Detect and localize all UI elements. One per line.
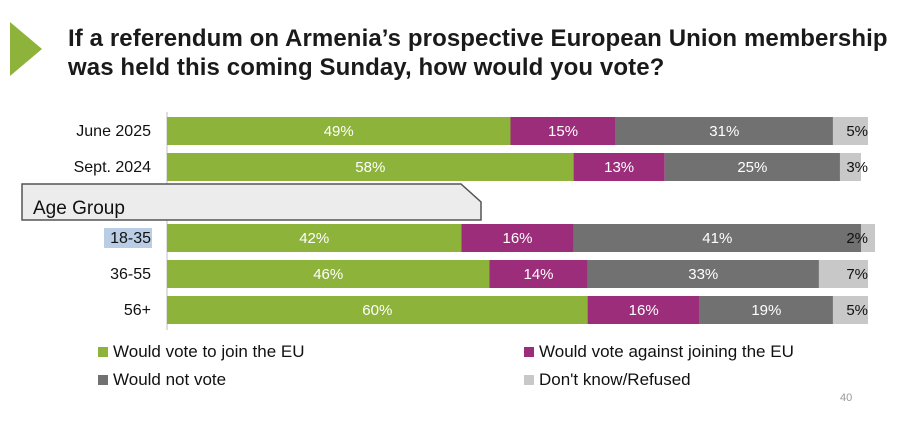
category-label-18-35: 18-35 [110, 230, 151, 247]
data-label-would-not-vote-18-35: 41% [702, 230, 732, 247]
category-highlight-18-35 [104, 228, 152, 248]
data-label-would-not-vote-sept-2024: 25% [737, 159, 767, 176]
data-label-would-vote-against-joining-the-eu-18-35: 16% [502, 230, 532, 247]
legend-label-dont-know: Don't know/Refused [539, 370, 691, 389]
bar-don-t-know-refused-june-2025 [832, 117, 868, 145]
bar-don-t-know-refused-56 [832, 296, 868, 324]
bar-would-vote-against-joining-the-eu-36-55 [489, 260, 588, 288]
bar-would-not-vote-56 [699, 296, 833, 324]
slide-arrow-icon [10, 22, 42, 76]
bar-would-vote-to-join-the-eu-june-2025 [167, 117, 511, 145]
chart-title: If a referendum on Armenia’s prospective… [68, 25, 888, 81]
bar-would-not-vote-36-55 [587, 260, 819, 288]
data-label-don-t-know-refused-sept-2024: 3% [846, 159, 868, 176]
legend-swatch-dont-know [524, 375, 534, 385]
data-label-don-t-know-refused-june-2025: 5% [846, 123, 868, 140]
bar-would-not-vote-june-2025 [615, 117, 833, 145]
legend: Would vote to join the EU Would vote aga… [98, 342, 878, 392]
category-label-56: 56+ [124, 302, 151, 319]
category-label-sept-2024: Sept. 2024 [74, 159, 152, 176]
data-label-would-not-vote-june-2025: 31% [709, 123, 739, 140]
bar-would-vote-against-joining-the-eu-june-2025 [510, 117, 616, 145]
bar-would-not-vote-sept-2024 [664, 153, 840, 181]
data-label-would-vote-to-join-the-eu-sept-2024: 58% [355, 159, 385, 176]
stacked-bar-chart: Age Group June 2025 49% 15% 31% 5% Sept. 2024 5… [21, 112, 876, 330]
data-label-would-vote-to-join-the-eu-36-55: 46% [313, 266, 343, 283]
bar-would-vote-to-join-the-eu-sept-2024 [167, 153, 574, 181]
legend-label-join: Would vote to join the EU [113, 342, 305, 361]
data-label-would-not-vote-56: 19% [751, 302, 781, 319]
legend-label-not-vote: Would not vote [113, 370, 227, 389]
legend-label-against: Would vote against joining the EU [539, 342, 794, 361]
bar-would-vote-against-joining-the-eu-sept-2024 [573, 153, 665, 181]
legend-swatch-join [98, 347, 108, 357]
bar-would-vote-to-join-the-eu-18-35 [167, 224, 462, 252]
data-label-don-t-know-refused-56: 5% [846, 302, 868, 319]
legend-item-not-vote: Would not vote [98, 370, 226, 390]
data-label-would-vote-against-joining-the-eu-36-55: 14% [524, 266, 554, 283]
legend-item-against: Would vote against joining the EU [524, 342, 794, 362]
category-label-june-2025: June 2025 [76, 123, 151, 140]
data-label-would-vote-against-joining-the-eu-june-2025: 15% [548, 123, 578, 140]
bar-would-not-vote-18-35 [573, 224, 861, 252]
data-label-would-vote-to-join-the-eu-18-35: 42% [299, 230, 329, 247]
bar-would-vote-against-joining-the-eu-18-35 [461, 224, 574, 252]
data-label-don-t-know-refused-36-55: 7% [846, 266, 868, 283]
page-number: 40 [840, 392, 853, 404]
data-label-would-vote-to-join-the-eu-june-2025: 49% [324, 123, 354, 140]
bar-would-vote-to-join-the-eu-36-55 [167, 260, 490, 288]
legend-swatch-not-vote [98, 375, 108, 385]
group-header-label: Age Group [33, 198, 125, 219]
bar-would-vote-to-join-the-eu-56 [167, 296, 588, 324]
bar-would-vote-against-joining-the-eu-56 [587, 296, 700, 324]
bar-don-t-know-refused-sept-2024 [839, 153, 861, 181]
group-header-tab [21, 183, 482, 221]
bar-don-t-know-refused-18-35 [860, 224, 876, 252]
data-label-would-vote-against-joining-the-eu-56: 16% [629, 302, 659, 319]
data-label-don-t-know-refused-18-35: 2% [846, 230, 868, 247]
category-label-36-55: 36-55 [110, 266, 151, 283]
legend-item-join: Would vote to join the EU [98, 342, 305, 362]
legend-swatch-against [524, 347, 534, 357]
bar-don-t-know-refused-36-55 [818, 260, 868, 288]
legend-item-dont-know: Don't know/Refused [524, 370, 691, 390]
data-label-would-vote-against-joining-the-eu-sept-2024: 13% [604, 159, 634, 176]
data-label-would-vote-to-join-the-eu-56: 60% [362, 302, 392, 319]
data-label-would-not-vote-36-55: 33% [688, 266, 718, 283]
